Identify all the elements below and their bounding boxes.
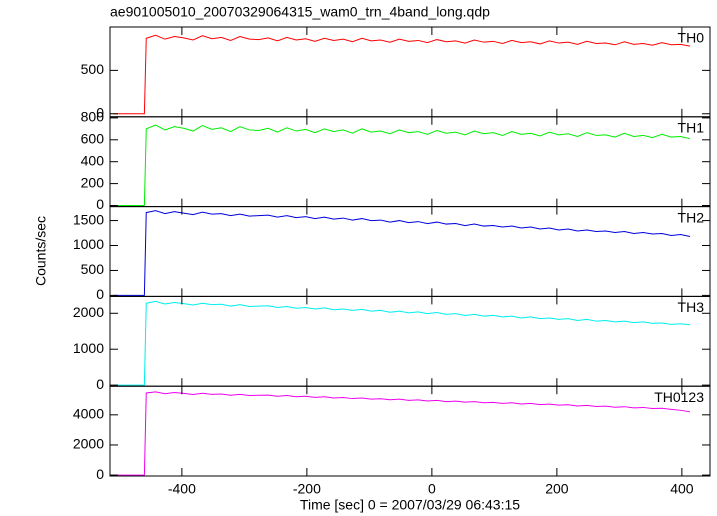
panel-label: TH0123	[654, 389, 704, 405]
data-line	[113, 391, 691, 476]
panel-label: TH1	[678, 120, 705, 136]
panel-label: TH0	[678, 30, 705, 46]
y-tick-label: 0	[96, 466, 104, 482]
panel-frame	[109, 26, 711, 118]
y-tick-label: 0	[96, 196, 104, 212]
y-tick-label: 1000	[73, 340, 104, 356]
data-line	[113, 210, 691, 296]
y-tick-label: 0	[96, 286, 104, 302]
y-tick-label: 1500	[73, 211, 104, 227]
y-tick-label: 500	[81, 261, 105, 277]
panel-label: TH2	[678, 209, 705, 225]
panel-frame	[109, 206, 711, 297]
x-tick-label: 400	[670, 481, 694, 497]
y-tick-label: 500	[81, 61, 105, 77]
panel-label: TH3	[678, 299, 705, 315]
x-tick-label: -400	[168, 481, 196, 497]
data-line	[113, 34, 691, 115]
data-line	[113, 124, 691, 206]
panel-frame	[109, 295, 711, 387]
y-tick-label: 4000	[73, 406, 104, 422]
y-tick-label: 0	[96, 104, 104, 120]
y-tick-label: 600	[81, 131, 105, 147]
x-axis-label: Time [sec] 0 = 2007/03/29 06:43:15	[300, 497, 520, 513]
y-tick-label: 0	[96, 376, 104, 392]
y-tick-label: 1000	[73, 236, 104, 252]
y-tick-label: 2000	[73, 436, 104, 452]
y-tick-label: 2000	[73, 304, 104, 320]
x-tick-label: 200	[545, 481, 569, 497]
chart-title: ae901005010_20070329064315_wam0_trn_4ban…	[110, 4, 490, 20]
x-tick-label: 0	[428, 481, 436, 497]
data-line	[113, 300, 691, 386]
y-tick-label: 800	[81, 109, 105, 125]
y-tick-label: 400	[81, 152, 105, 168]
y-tick-label: 200	[81, 174, 105, 190]
panel-frame	[109, 385, 711, 477]
x-tick-label: -200	[293, 481, 321, 497]
panel-frame	[109, 116, 711, 208]
y-axis-label: Counts/sec	[33, 216, 49, 286]
